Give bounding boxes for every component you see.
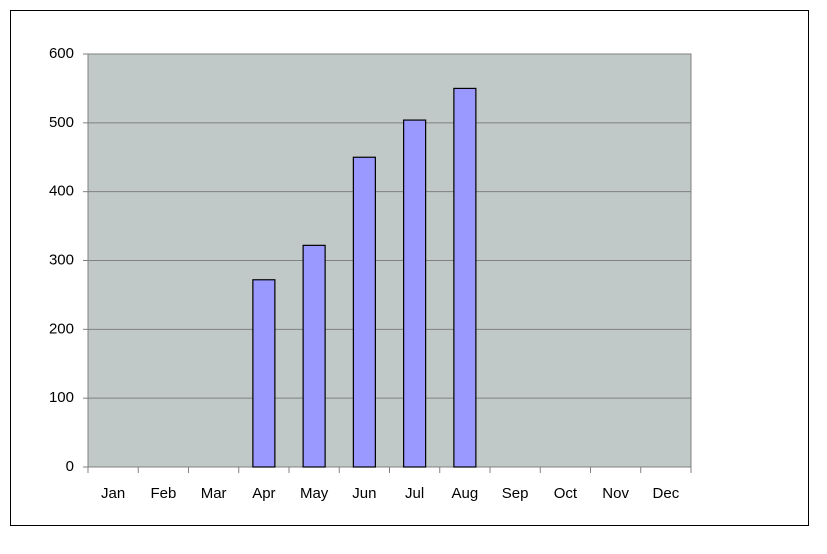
y-tick-label: 0 — [66, 458, 74, 475]
x-tick-label: Feb — [150, 485, 176, 502]
y-tick-label: 200 — [49, 320, 74, 337]
x-tick-label: Jan — [101, 485, 125, 502]
x-tick-label: Nov — [602, 485, 629, 502]
x-tick-label: Oct — [554, 485, 578, 502]
bar — [453, 87, 477, 468]
bar — [302, 244, 326, 468]
bar — [403, 119, 427, 468]
bar — [252, 279, 276, 468]
x-tick-label: Apr — [252, 485, 275, 502]
x-tick-label: Jul — [405, 485, 424, 502]
x-tick-label: Mar — [201, 485, 227, 502]
y-tick-label: 500 — [49, 114, 74, 131]
y-tick-label: 600 — [49, 45, 74, 62]
x-tick-label: Jun — [352, 485, 376, 502]
y-tick-label: 400 — [49, 183, 74, 200]
x-tick-label: Dec — [653, 485, 680, 502]
x-tick-label: Aug — [452, 485, 479, 502]
bar — [352, 156, 376, 468]
x-tick-label: Sep — [502, 485, 529, 502]
x-tick-label: May — [300, 485, 329, 502]
y-tick-label: 100 — [49, 389, 74, 406]
y-tick-label: 300 — [49, 251, 74, 268]
